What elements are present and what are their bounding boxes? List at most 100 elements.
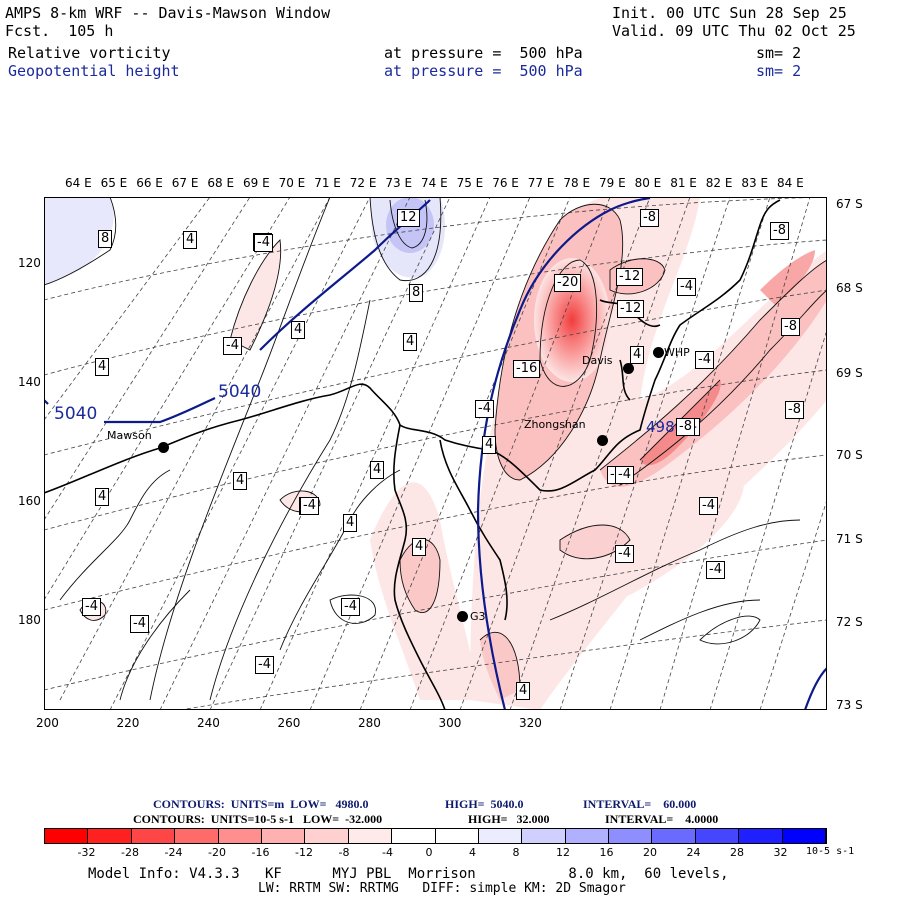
vorticity-label: -4: [677, 278, 696, 296]
vorticity-contours: [44, 197, 827, 701]
field2-smoothing: sm= 2: [756, 62, 802, 80]
colorbar-units: 10-5 s-1: [806, 846, 855, 857]
colorbar-segment: [305, 829, 349, 843]
init-time: Init. 00 UTC Sun 28 Sep 25: [612, 4, 847, 22]
vorticity-contour-high: HIGH= 32.000: [468, 812, 550, 826]
vorticity-label: -4: [82, 598, 101, 616]
colorbar-segment: [45, 829, 89, 843]
station-marker: [158, 442, 169, 453]
vorticity-label: 8: [98, 230, 113, 248]
vorticity-label: -4: [615, 545, 634, 563]
lon-label: 78 E: [563, 176, 591, 190]
vorticity-contour-info: CONTOURS: UNITS=10-5 s-1 LOW= -32.000: [133, 812, 383, 826]
colorbar-segment: [88, 829, 132, 843]
field1-name: Relative vorticity: [8, 44, 171, 62]
colorbar-label: 8: [512, 846, 520, 859]
valid-time: Valid. 09 UTC Thu 02 Oct 25: [612, 22, 856, 40]
lon-label: 73 E: [385, 176, 413, 190]
vorticity-label: -4: [255, 656, 274, 674]
x-axis-ticks: 200 220 240 260 280 300 320: [0, 716, 900, 732]
vorticity-label: 4: [183, 231, 198, 249]
vorticity-label: -4: [706, 561, 725, 579]
colorbar-label: -24: [164, 846, 183, 859]
station-marker: [597, 435, 608, 446]
colorbar-label: 24: [686, 846, 701, 859]
forecast-hour: Fcst. 105 h: [5, 22, 114, 40]
field2-level: at pressure = 500 hPa: [384, 62, 583, 80]
vorticity-label: -8: [781, 318, 800, 336]
colorbar-segment: [392, 829, 436, 843]
colorbar-label: -16: [251, 846, 270, 859]
vorticity-label: -8: [640, 209, 659, 227]
vorticity-label: 4: [343, 514, 358, 532]
vorticity-label: -12: [617, 300, 645, 318]
colorbar-label: 4: [469, 846, 476, 859]
colorbar-segment: [522, 829, 566, 843]
x-tick-label: 320: [519, 716, 542, 730]
y-tick-label: 140: [18, 375, 41, 389]
x-tick-label: 300: [438, 716, 462, 730]
vorticity-label: -20: [554, 274, 582, 292]
vorticity-label: -8: [785, 401, 804, 419]
vorticity-label: -4: [300, 497, 319, 515]
x-tick-label: 280: [358, 716, 381, 730]
lon-label: 79 E: [599, 176, 626, 190]
station-marker: [457, 611, 468, 622]
y-tick-label: 160: [18, 494, 41, 508]
x-tick-label: 200: [36, 716, 59, 730]
vorticity-label: 8: [409, 284, 424, 302]
lon-label: 84 E: [777, 176, 804, 190]
lon-label: 76 E: [492, 176, 519, 190]
y-tick-label: 120: [18, 256, 41, 270]
lon-label: 66 E: [136, 176, 163, 190]
x-tick-label: 260: [277, 716, 301, 730]
field1-level: at pressure = 500 hPa: [384, 44, 583, 62]
colorbar-label: 16: [599, 846, 614, 859]
model-info: Model Info: V4.3.3 KF MYJ PBL Morrison 8…: [88, 866, 729, 882]
vorticity-label: -12: [616, 268, 644, 286]
station-label: Davis: [582, 354, 613, 367]
vorticity-label: -4: [615, 466, 634, 484]
vorticity-contour-interval: INTERVAL= 4.0000: [605, 812, 719, 826]
height-label-5040-west: 5040: [54, 404, 98, 424]
vorticity-label: 4: [95, 358, 110, 376]
vorticity-label: -4: [223, 337, 242, 355]
colorbar-segment: [652, 829, 696, 843]
station-label: G3: [470, 610, 486, 623]
vorticity-label: 4: [95, 488, 110, 506]
station-marker: [653, 347, 664, 358]
vorticity-label: 4: [630, 346, 645, 364]
plot-title: AMPS 8-km WRF -- Davis-Mawson Window: [5, 4, 331, 22]
colorbar-label: -12: [295, 846, 313, 859]
field1-smoothing: sm= 2: [756, 44, 802, 62]
y-tick-label: 180: [18, 613, 41, 627]
vorticity-label: 4: [370, 461, 385, 479]
x-tick-label: 220: [116, 716, 140, 730]
vorticity-label: -4: [341, 598, 360, 616]
colorbar-label: -4: [382, 846, 393, 859]
colorbar-label: -32: [77, 846, 96, 859]
lon-label: 69 E: [243, 176, 270, 190]
lon-label: 74 E: [421, 176, 448, 190]
lon-label: 75 E: [456, 176, 484, 190]
colorbar-segment: [261, 829, 306, 843]
colorbar-label: -28: [121, 846, 139, 859]
coastline: [44, 199, 781, 710]
colorbar-label: 20: [643, 846, 657, 859]
vorticity-label: 4: [482, 436, 497, 454]
vorticity-label: 4: [516, 682, 531, 700]
vorticity-label: -8: [770, 222, 789, 240]
station-label: Zhongshan: [524, 418, 586, 431]
colorbar-label: 0: [425, 846, 433, 859]
colorbar: [44, 828, 827, 844]
lon-label: 68 E: [207, 176, 235, 190]
height-contour-high: HIGH= 5040.0: [445, 797, 524, 811]
plot-frame: [44, 197, 827, 710]
lon-label: 82 E: [705, 176, 733, 190]
lon-label: 80 E: [634, 176, 662, 190]
vorticity-label: 12: [397, 209, 420, 227]
station-label: Mawson: [107, 429, 152, 442]
vorticity-label: 4: [412, 538, 427, 556]
vorticity-label: -4: [130, 615, 149, 633]
lon-label: 72 E: [349, 176, 377, 190]
